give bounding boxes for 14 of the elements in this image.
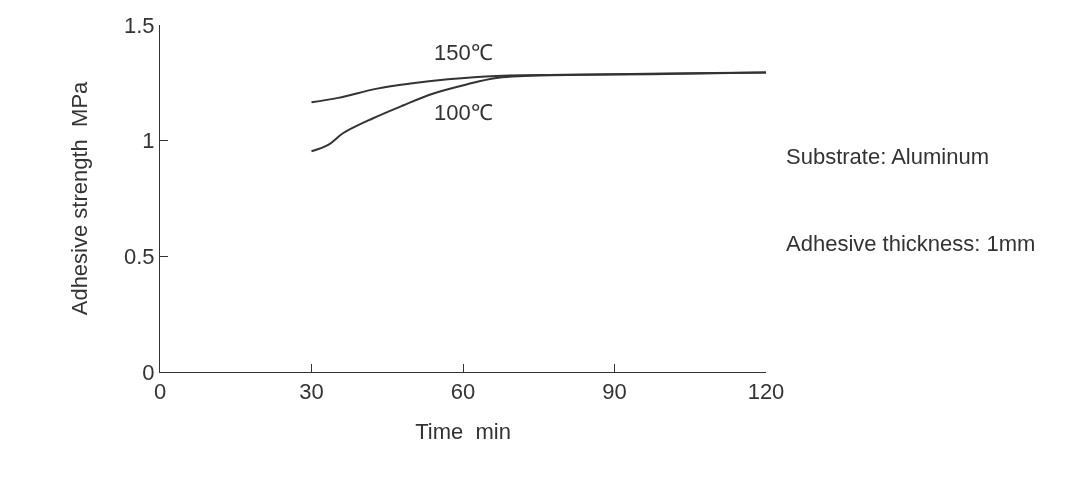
text: Adhesive thickness: 1mm: [786, 231, 1036, 256]
y-tick-label: 1: [142, 128, 155, 154]
y-tick-label: 1.5: [124, 12, 155, 38]
series-label: 150℃: [434, 40, 493, 65]
y-tick-label: 0.5: [124, 244, 155, 270]
x-tick-label: 60: [450, 379, 476, 405]
series-label: 100℃: [434, 100, 493, 125]
x-tick-label: 90: [602, 379, 627, 405]
y-axis-title: Adhesive strength MPa: [66, 80, 92, 316]
text: Substrate: Aluminum: [786, 144, 989, 169]
x-tick-label: 30: [299, 379, 324, 405]
y-tick-label: 0: [142, 359, 155, 385]
x-tick-label: 120: [747, 379, 785, 405]
x-axis-title: Time min: [415, 419, 511, 445]
